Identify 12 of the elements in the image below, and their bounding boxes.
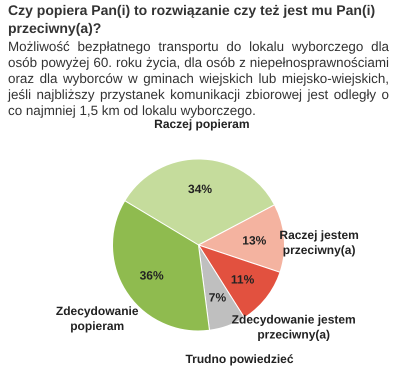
slice-label: Raczej jestem przeciwny(a) [279,228,359,258]
data-label: 11% [230,272,255,287]
data-label: 34% [188,182,212,196]
slice-label: Trudno powiedzieć [185,352,294,366]
chart-title: Czy popiera Pan(i) to rozwiązanie czy też jest mu Pan(i) przeciwny(a)? [8,1,376,37]
chart-subtitle: Możliwość bezpłatnego transportu do lokalu wyborczego dla osób powyżej 60. roku życia, dla osób z niepełnosprawnościami oraz dla wyborców w gminach wiejskich lub miejsko-wiejskich, jeśli najbliższy przystanek komunikacji zbiorowej jest odległy o co najmniej 1,5 km od lokalu wyborczego. [8,39,389,119]
slice-label: Zdecydowanie jestem przeciwny(a) [232,312,356,342]
data-label: 7% [208,290,226,305]
slice-label: Zdecydowanie popieram [56,304,139,334]
data-label: 36% [140,268,164,283]
slice-label: Raczej popieram [154,117,250,132]
data-label: 13% [242,233,267,248]
